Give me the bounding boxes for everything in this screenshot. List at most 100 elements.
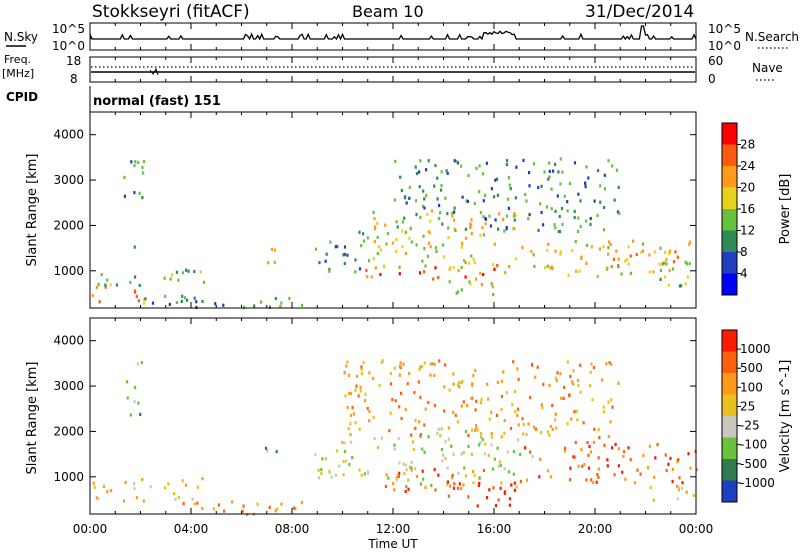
data-cell — [175, 270, 178, 274]
data-cell — [427, 400, 430, 404]
data-cell — [414, 418, 417, 423]
data-cell — [438, 216, 441, 221]
data-cell — [456, 486, 460, 490]
data-cell — [418, 271, 422, 275]
data-cell — [458, 482, 461, 486]
data-cell — [379, 248, 382, 252]
data-cell — [423, 270, 426, 274]
data-cell — [476, 504, 479, 508]
data-cell — [571, 380, 574, 384]
velocity-colorbar-label: Velocity [m s^-1] — [778, 360, 793, 473]
data-cell — [496, 177, 499, 181]
colorbar-segment — [722, 273, 737, 296]
data-cell — [652, 498, 655, 502]
data-cell — [634, 481, 637, 485]
data-cell — [389, 411, 392, 415]
data-cell — [368, 409, 371, 413]
data-cell — [423, 247, 426, 251]
data-cell — [425, 168, 428, 172]
data-cell — [528, 213, 531, 217]
data-cell — [274, 297, 277, 301]
data-cell — [346, 360, 349, 364]
data-cell — [109, 283, 112, 287]
data-cell — [668, 268, 671, 273]
data-cell — [503, 490, 507, 494]
data-cell — [268, 305, 271, 309]
data-cell — [467, 444, 470, 449]
data-cell — [503, 229, 506, 233]
data-cell — [449, 484, 452, 488]
data-cell — [129, 280, 132, 284]
data-cell — [177, 278, 180, 282]
velocity-panel: 1000 2000 3000 4000 Slant Range [km] — [25, 317, 698, 517]
data-cell — [349, 391, 353, 396]
data-cell — [470, 218, 473, 222]
data-cell — [505, 163, 508, 167]
data-cell — [606, 266, 609, 270]
data-cell — [472, 469, 475, 473]
data-cell — [393, 488, 396, 492]
colorbar-segment — [722, 480, 737, 503]
data-cell — [513, 227, 516, 231]
data-cell — [614, 442, 617, 446]
data-cell — [615, 168, 618, 172]
data-cell — [378, 383, 381, 388]
data-cell — [574, 440, 577, 445]
data-cell — [480, 397, 483, 401]
data-cell — [212, 507, 216, 511]
data-cell — [389, 371, 392, 376]
data-cell — [522, 422, 525, 426]
data-cell — [484, 222, 487, 226]
data-cell — [346, 406, 349, 410]
data-cell — [641, 242, 644, 246]
data-cell — [570, 417, 573, 421]
data-cell — [396, 473, 399, 477]
data-cell — [458, 385, 461, 389]
ytick-label: 1000 — [53, 470, 84, 484]
data-cell — [469, 226, 472, 230]
data-cell — [663, 261, 666, 265]
date-title: 31/Dec/2014 — [585, 2, 694, 22]
data-cell — [466, 199, 469, 203]
data-cell — [406, 382, 409, 386]
data-cell — [508, 183, 511, 187]
data-cell — [133, 487, 136, 491]
data-cell — [419, 434, 422, 438]
data-cell — [636, 468, 639, 472]
data-cell — [461, 242, 464, 246]
data-cell — [149, 485, 152, 489]
data-cell — [359, 389, 362, 393]
data-cell — [427, 230, 430, 234]
data-cell — [642, 453, 645, 458]
data-cell — [133, 191, 136, 195]
data-cell — [659, 246, 662, 250]
data-cell — [607, 400, 610, 404]
data-cell — [401, 220, 404, 224]
freq-tick-bottom: 8 — [70, 72, 78, 86]
data-cell — [592, 365, 595, 370]
data-cell — [506, 197, 510, 201]
data-cell — [586, 440, 589, 445]
data-cell — [618, 211, 621, 215]
colorbar-tick: 16 — [740, 202, 755, 216]
data-cell — [521, 246, 524, 250]
time-tick-label: 12:00 — [376, 522, 411, 536]
data-cell — [338, 464, 341, 468]
data-cell — [584, 185, 587, 189]
data-cell — [564, 449, 567, 453]
data-cell — [559, 372, 562, 376]
data-cell — [399, 175, 402, 179]
data-cell — [531, 455, 534, 459]
data-cell — [433, 373, 436, 377]
data-cell — [669, 249, 672, 253]
data-cell — [577, 216, 580, 220]
data-cell — [373, 226, 377, 231]
data-cell — [627, 245, 630, 249]
data-cell — [184, 483, 188, 487]
data-cell — [195, 300, 198, 304]
colorbar-tick: 4 — [740, 267, 748, 281]
data-cell — [632, 239, 635, 243]
data-cell — [170, 273, 173, 277]
data-cell — [410, 240, 413, 244]
data-cell — [454, 228, 457, 232]
